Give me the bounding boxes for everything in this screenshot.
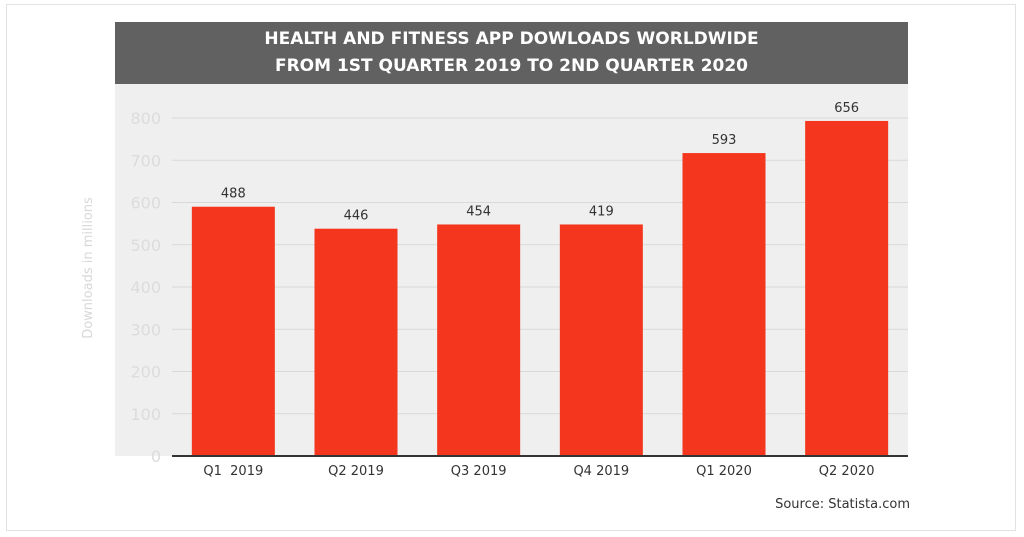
- x-tick-label: Q2 2019: [328, 464, 384, 479]
- x-tick-label: Q3 2019: [451, 464, 507, 479]
- bar: [314, 228, 398, 456]
- y-tick-label: 800: [130, 109, 161, 128]
- data-label: 593: [712, 133, 737, 148]
- y-tick-label: 500: [130, 236, 161, 255]
- chart-title-line-1: HEALTH AND FITNESS APP DOWLOADS WORLDWID…: [264, 29, 759, 49]
- data-label: 454: [466, 204, 491, 219]
- x-tick-label: Q4 2019: [573, 464, 629, 479]
- bar: [191, 206, 275, 456]
- source-note: Source: Statista.com: [775, 497, 910, 512]
- title-background: [115, 22, 908, 84]
- bar: [559, 224, 643, 456]
- data-label: 488: [221, 187, 246, 202]
- y-axis-label: Downloads in millions: [81, 197, 96, 339]
- bar: [437, 224, 521, 456]
- x-tick-label: Q1 2019: [203, 464, 263, 479]
- chart-title: HEALTH AND FITNESS APP DOWLOADS WORLDWID…: [115, 22, 908, 84]
- y-tick-label: 300: [130, 320, 161, 339]
- y-tick-label: 700: [130, 151, 161, 170]
- y-tick-label: 200: [130, 363, 161, 382]
- data-label: 446: [344, 209, 369, 224]
- y-tick-label: 600: [130, 194, 161, 213]
- y-tick-label: 100: [130, 405, 161, 424]
- data-label: 656: [834, 101, 859, 116]
- x-tick-label: Q1 2020: [696, 464, 752, 479]
- bar: [682, 153, 766, 456]
- data-label: 419: [589, 204, 614, 219]
- y-tick-label: 400: [130, 278, 161, 297]
- chart-title-line-2: FROM 1ST QUARTER 2019 TO 2ND QUARTER 202…: [274, 56, 749, 76]
- x-tick-label: Q2 2020: [819, 464, 875, 479]
- bar: [805, 120, 889, 457]
- y-tick-label: 0: [151, 447, 161, 466]
